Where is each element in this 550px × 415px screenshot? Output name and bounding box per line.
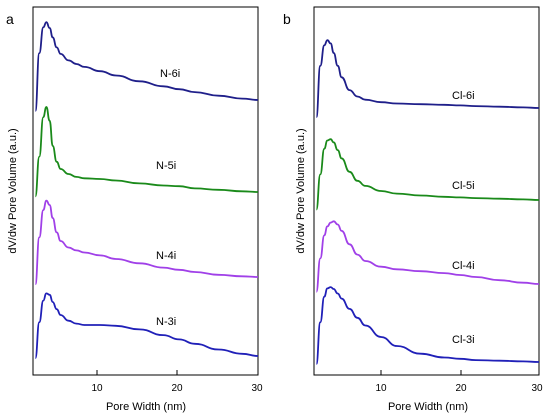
x-tick-label-a-30: 30 [251,383,263,394]
plot-frame-b [313,6,540,376]
y-axis-label-b: dV/dw Pore Volume (a.u.) [295,128,307,253]
series-group-a [34,21,259,360]
x-tick-label-b-10: 10 [375,383,387,394]
panel-a: a 10 20 30 Pore Width (nm) dV/dw Pore Vo… [6,6,263,413]
panel-letter-b: b [283,11,291,27]
panel-b: b 10 20 30 Pore Width (nm) dV/dw Pore Vo… [283,6,543,413]
series-line-n3i [34,292,259,360]
x-tick-label-a-10: 10 [91,383,103,394]
series-line-cl4i [315,220,540,293]
series-group-b [315,39,540,365]
x-axis-label-a: Pore Width (nm) [106,401,186,413]
series-line-cl3i [315,286,540,365]
series-line-cl5i [315,138,540,211]
series-line-n4i [34,199,259,286]
series-line-n5i [34,106,259,198]
series-label-n4i: N-4i [156,250,176,262]
y-axis-label-a: dV/dw Pore Volume (a.u.) [7,128,19,253]
x-ticks-a: 10 20 30 [91,370,263,394]
series-label-n3i: N-3i [156,316,176,328]
x-axis-label-b: Pore Width (nm) [388,401,468,413]
panel-letter-a: a [6,11,14,27]
series-label-cl6i: Cl-6i [452,90,475,102]
plot-frame-a [32,6,259,376]
x-tick-label-b-20: 20 [455,383,467,394]
series-label-cl5i: Cl-5i [452,180,475,192]
x-tick-label-b-30: 30 [531,383,543,394]
series-line-cl6i [315,39,540,118]
series-line-n6i [34,21,259,112]
series-label-n6i: N-6i [160,68,180,80]
x-tick-label-a-20: 20 [171,383,183,394]
series-label-cl4i: Cl-4i [452,260,475,272]
x-ticks-b: 10 20 30 [375,370,543,394]
series-label-cl3i: Cl-3i [452,334,475,346]
series-label-n5i: N-5i [156,160,176,172]
